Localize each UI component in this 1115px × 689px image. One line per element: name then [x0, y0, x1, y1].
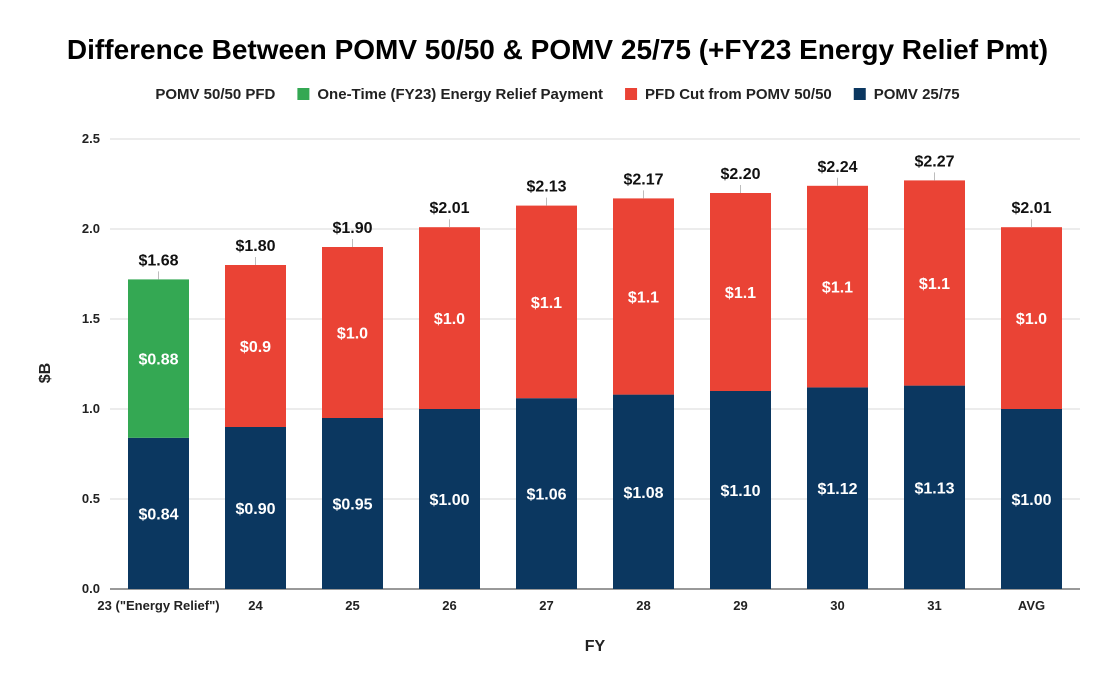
bars [128, 180, 1062, 589]
x-axis-title: FY [585, 638, 606, 655]
segment-value-label: $1.1 [822, 280, 853, 297]
legend-swatch [853, 88, 866, 100]
y-tick-label: 0.5 [82, 491, 100, 506]
segment-value-label: $1.1 [919, 276, 950, 293]
segment-value-label: $1.0 [1016, 311, 1047, 328]
bar-segment [710, 391, 771, 589]
total-value-label: $2.20 [720, 166, 760, 183]
bar-segment [516, 205, 577, 399]
total-value-label: $2.24 [817, 159, 857, 176]
x-tick-label: 24 [248, 598, 263, 613]
axes: 0.0 0.5 1.0 1.5 2.0 2.5 23 ("Energy Relief") 24… [82, 131, 1045, 613]
bar-segment [613, 198, 674, 395]
legend: POMV 50/50 PFD One-Time (FY23) Energy Rel… [155, 86, 959, 103]
x-tick-label: 28 [636, 598, 650, 613]
bar-segment [322, 247, 383, 418]
bar-segment [710, 193, 771, 391]
x-tick-label: 30 [830, 598, 844, 613]
bar-segment [128, 437, 189, 589]
segment-value-label: $1.00 [429, 492, 469, 509]
y-tick-label: 2.5 [82, 131, 100, 146]
bar-segment [807, 387, 868, 589]
x-tick-label: 27 [539, 598, 553, 613]
segment-value-label: $1.00 [1011, 492, 1051, 509]
segment-value-label: $1.0 [337, 326, 368, 343]
total-value-label: $2.13 [526, 179, 566, 196]
data-labels: $0.84 $0.88 $1.68 $0.90 $0.9 $1.80 $0.95 $1.0 $1… [138, 153, 1051, 523]
bar-segment [516, 398, 577, 589]
total-value-label: $2.27 [914, 153, 954, 170]
legend-item-label: POMV 50/50 PFD [155, 86, 275, 103]
total-value-label: $1.68 [138, 252, 178, 269]
y-tick-label: 2.0 [82, 221, 100, 236]
x-tick-label: AVG [1018, 598, 1045, 613]
legend-item-label: POMV 25/75 [874, 86, 960, 103]
legend-swatch [297, 88, 310, 100]
segment-value-label: $0.84 [138, 506, 178, 523]
x-tick-label: 31 [927, 598, 941, 613]
bar-segment [419, 409, 480, 589]
segment-value-label: $0.90 [235, 501, 275, 518]
segment-value-label: $1.0 [434, 311, 465, 328]
total-value-label: $2.01 [1011, 200, 1051, 217]
bar-segment [613, 394, 674, 589]
segment-value-label: $0.88 [138, 352, 178, 369]
y-tick-label: 1.5 [82, 311, 100, 326]
x-tick-label: 29 [733, 598, 747, 613]
bar-segment [128, 279, 189, 438]
legend-swatch [625, 88, 638, 100]
x-tick-label: 26 [442, 598, 456, 613]
segment-value-label: $1.13 [914, 480, 954, 497]
bar-segment [419, 227, 480, 409]
total-value-label: $2.17 [623, 171, 663, 188]
bar-segment [904, 385, 965, 589]
segment-value-label: $0.9 [240, 339, 271, 356]
chart-title: Difference Between POMV 50/50 & POMV 25/… [66, 34, 1049, 65]
x-tick-label: 23 ("Energy Relief") [97, 598, 219, 613]
segment-value-label: $1.08 [623, 485, 663, 502]
bar-segment [1001, 227, 1062, 409]
y-tick-label: 0.0 [82, 581, 100, 596]
bar-segment [904, 180, 965, 386]
segment-value-label: $1.10 [720, 483, 760, 500]
segment-value-label: $1.12 [817, 481, 857, 498]
total-value-label: $1.90 [332, 220, 372, 237]
segment-value-label: $1.1 [725, 285, 756, 302]
x-tick-label: 25 [345, 598, 359, 613]
bar-segment [225, 427, 286, 589]
legend-item-label: One-Time (FY23) Energy Relief Payment [317, 86, 603, 103]
total-value-label: $1.80 [235, 238, 275, 255]
bar-segment [322, 418, 383, 589]
bar-segment [225, 265, 286, 427]
y-tick-label: 1.0 [82, 401, 100, 416]
segment-value-label: $1.1 [628, 290, 659, 307]
segment-value-label: $1.06 [526, 487, 566, 504]
total-value-label: $2.01 [429, 200, 469, 217]
bar-segment [807, 185, 868, 388]
legend-item-label: PFD Cut from POMV 50/50 [645, 86, 832, 103]
bar-segment [1001, 409, 1062, 589]
y-axis-title: $B [37, 363, 54, 383]
segment-value-label: $0.95 [332, 497, 372, 514]
segment-value-label: $1.1 [531, 295, 562, 312]
